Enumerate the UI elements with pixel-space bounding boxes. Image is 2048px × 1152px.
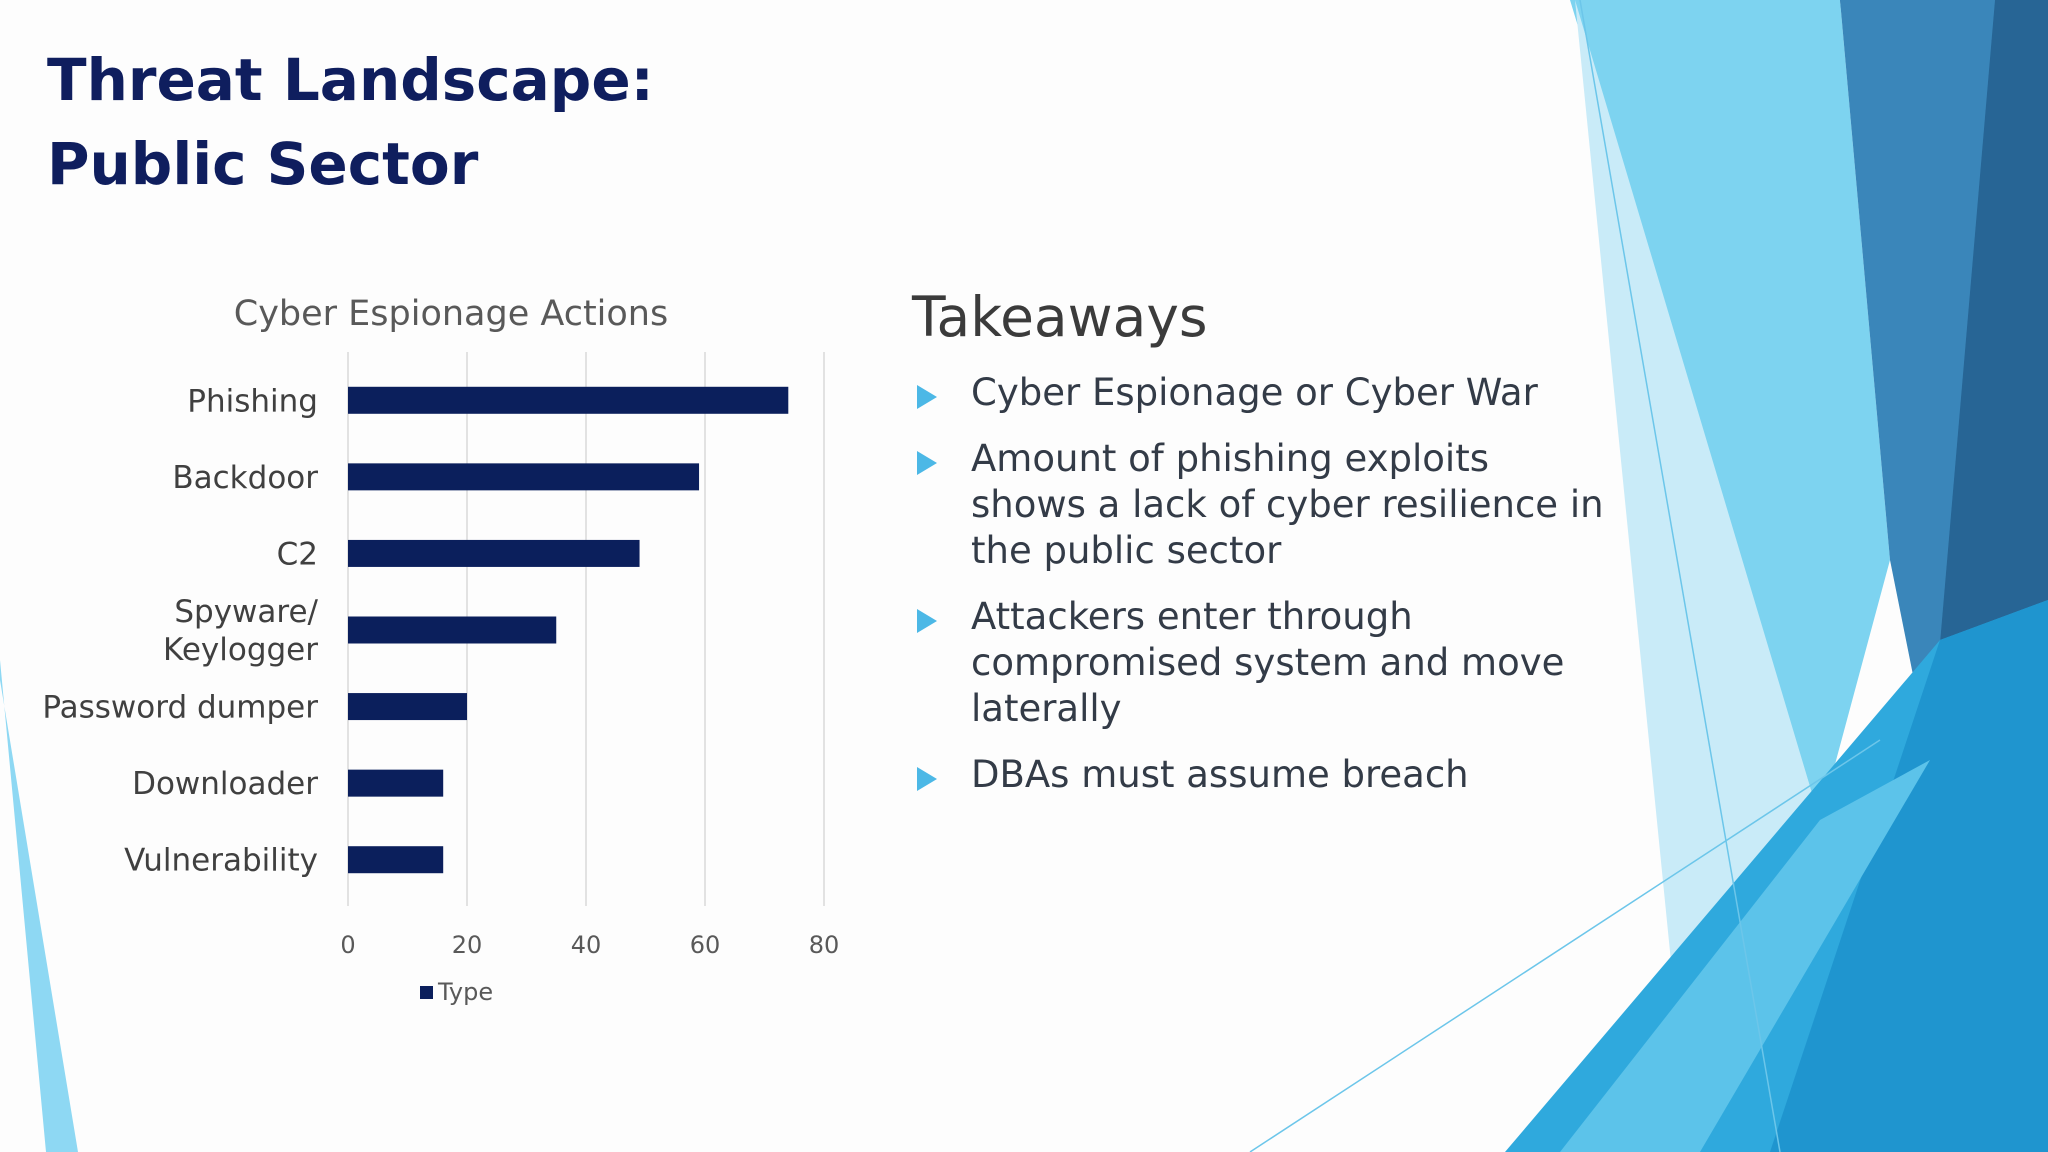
takeaway-item: Cyber Espionage or Cyber War — [912, 370, 1612, 416]
deco-light-triangle — [1560, 760, 1930, 1152]
category-label: Backdoor — [172, 460, 318, 496]
slide-title-line-2: Public Sector — [47, 130, 479, 198]
x-tick-label: 80 — [809, 931, 840, 959]
takeaways-list: Cyber Espionage or Cyber War Amount of p… — [912, 370, 1612, 818]
takeaway-text: Amount of phishing exploits shows a lack… — [971, 437, 1604, 572]
triangle-bullet-icon — [917, 451, 937, 475]
bar — [348, 769, 444, 797]
triangle-bullet-icon — [917, 609, 937, 633]
takeaway-item: DBAs must assume breach — [912, 752, 1612, 798]
bar — [348, 846, 444, 874]
takeaway-text: Attackers enter through compromised syst… — [971, 595, 1565, 730]
x-tick-label: 20 — [452, 931, 483, 959]
chart-title: Cyber Espionage Actions — [234, 294, 668, 334]
takeaway-text: Cyber Espionage or Cyber War — [971, 371, 1538, 414]
category-label: C2 — [277, 536, 318, 572]
legend-label: Type — [437, 978, 493, 1006]
takeaway-item: Amount of phishing exploits shows a lack… — [912, 436, 1612, 574]
takeaway-item: Attackers enter through compromised syst… — [912, 594, 1612, 732]
takeaways-title: Takeaways — [912, 285, 1208, 349]
legend-swatch — [420, 986, 433, 999]
triangle-bullet-icon — [917, 385, 937, 409]
bar — [348, 693, 467, 721]
deco-thin-line — [1579, 0, 1781, 1152]
bar — [348, 616, 557, 644]
cyber-espionage-chart: Cyber Espionage Actions 0 20 40 60 80 Phishing… — [42, 294, 840, 1006]
bar — [348, 386, 789, 414]
category-label: Phishing — [187, 383, 318, 419]
category-label: Spyware/Keylogger — [163, 594, 319, 668]
left-accent-shape — [0, 660, 78, 1152]
deco-mid-panel — [1840, 0, 1995, 760]
bar — [348, 539, 640, 567]
x-tick-label: 40 — [571, 931, 602, 959]
category-label: Password dumper — [42, 690, 318, 726]
bar — [348, 463, 700, 491]
slide-title: Threat Landscape: Public Sector — [47, 38, 654, 206]
slide-title-line-1: Threat Landscape: — [47, 46, 654, 114]
deco-thin-line-2 — [1249, 739, 1881, 1152]
deco-dark-panel-2 — [1930, 0, 2048, 760]
triangle-bullet-icon — [917, 767, 937, 791]
x-tick-label: 0 — [340, 931, 355, 959]
category-label: Vulnerability — [124, 843, 318, 879]
x-tick-label: 60 — [690, 931, 721, 959]
takeaway-text: DBAs must assume breach — [971, 753, 1469, 796]
category-label: Downloader — [132, 766, 318, 802]
deco-light-panel — [1570, 0, 1890, 820]
deco-blue-panel-2 — [1770, 600, 2048, 1152]
